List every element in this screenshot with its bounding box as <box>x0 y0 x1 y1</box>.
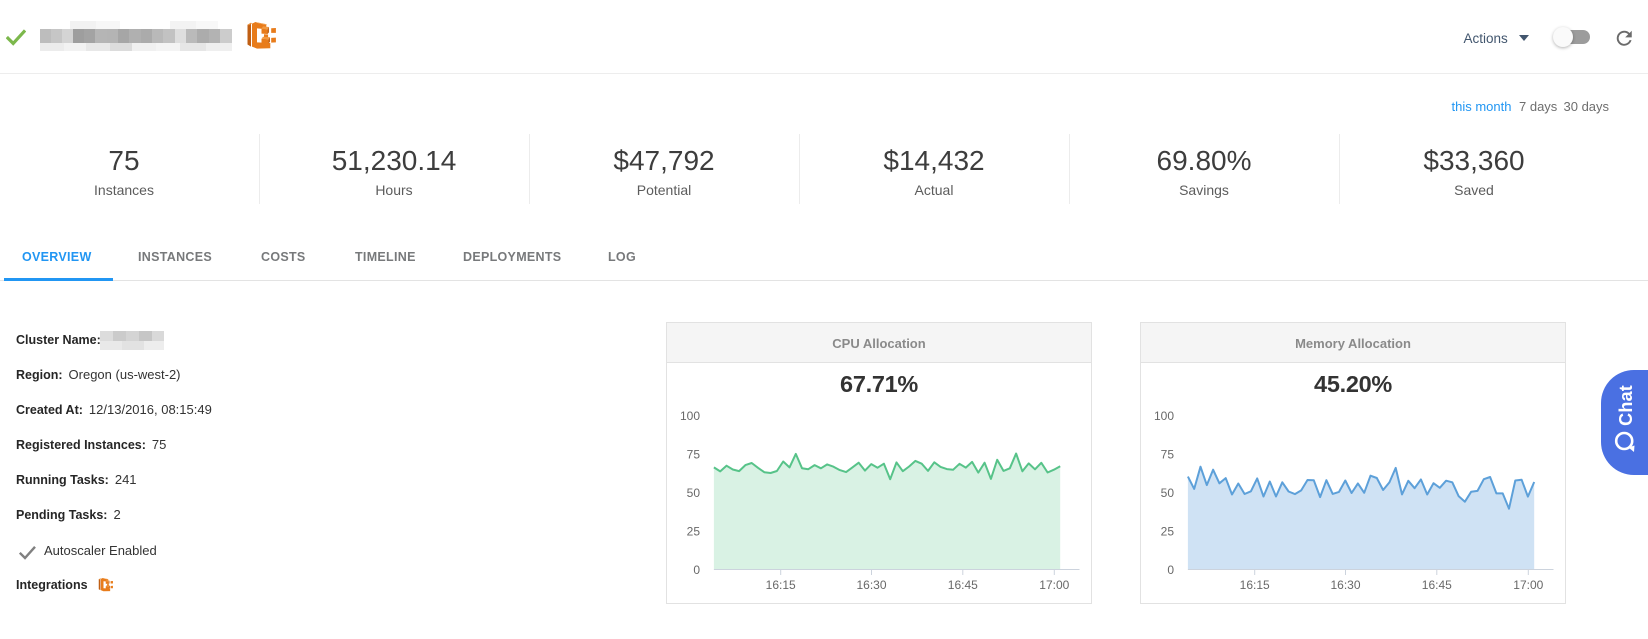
svg-text:100: 100 <box>680 409 700 423</box>
svg-text:50: 50 <box>687 486 701 500</box>
svg-text:16:15: 16:15 <box>1240 578 1270 592</box>
svg-text:16:45: 16:45 <box>948 578 978 592</box>
svg-text:100: 100 <box>1154 409 1174 423</box>
svg-text:25: 25 <box>1161 525 1175 539</box>
svg-text:16:45: 16:45 <box>1422 578 1452 592</box>
svg-text:16:30: 16:30 <box>1330 578 1360 592</box>
svg-text:25: 25 <box>687 525 701 539</box>
svg-text:75: 75 <box>1161 448 1175 462</box>
svg-text:17:00: 17:00 <box>1039 578 1069 592</box>
svg-text:16:15: 16:15 <box>766 578 796 592</box>
svg-text:50: 50 <box>1161 486 1175 500</box>
svg-text:0: 0 <box>693 563 700 577</box>
svg-text:0: 0 <box>1167 563 1174 577</box>
svg-text:16:30: 16:30 <box>856 578 886 592</box>
svg-text:17:00: 17:00 <box>1513 578 1543 592</box>
svg-text:75: 75 <box>687 448 701 462</box>
